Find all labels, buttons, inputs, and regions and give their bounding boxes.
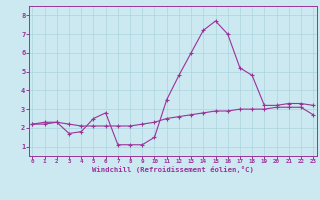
X-axis label: Windchill (Refroidissement éolien,°C): Windchill (Refroidissement éolien,°C): [92, 166, 254, 173]
